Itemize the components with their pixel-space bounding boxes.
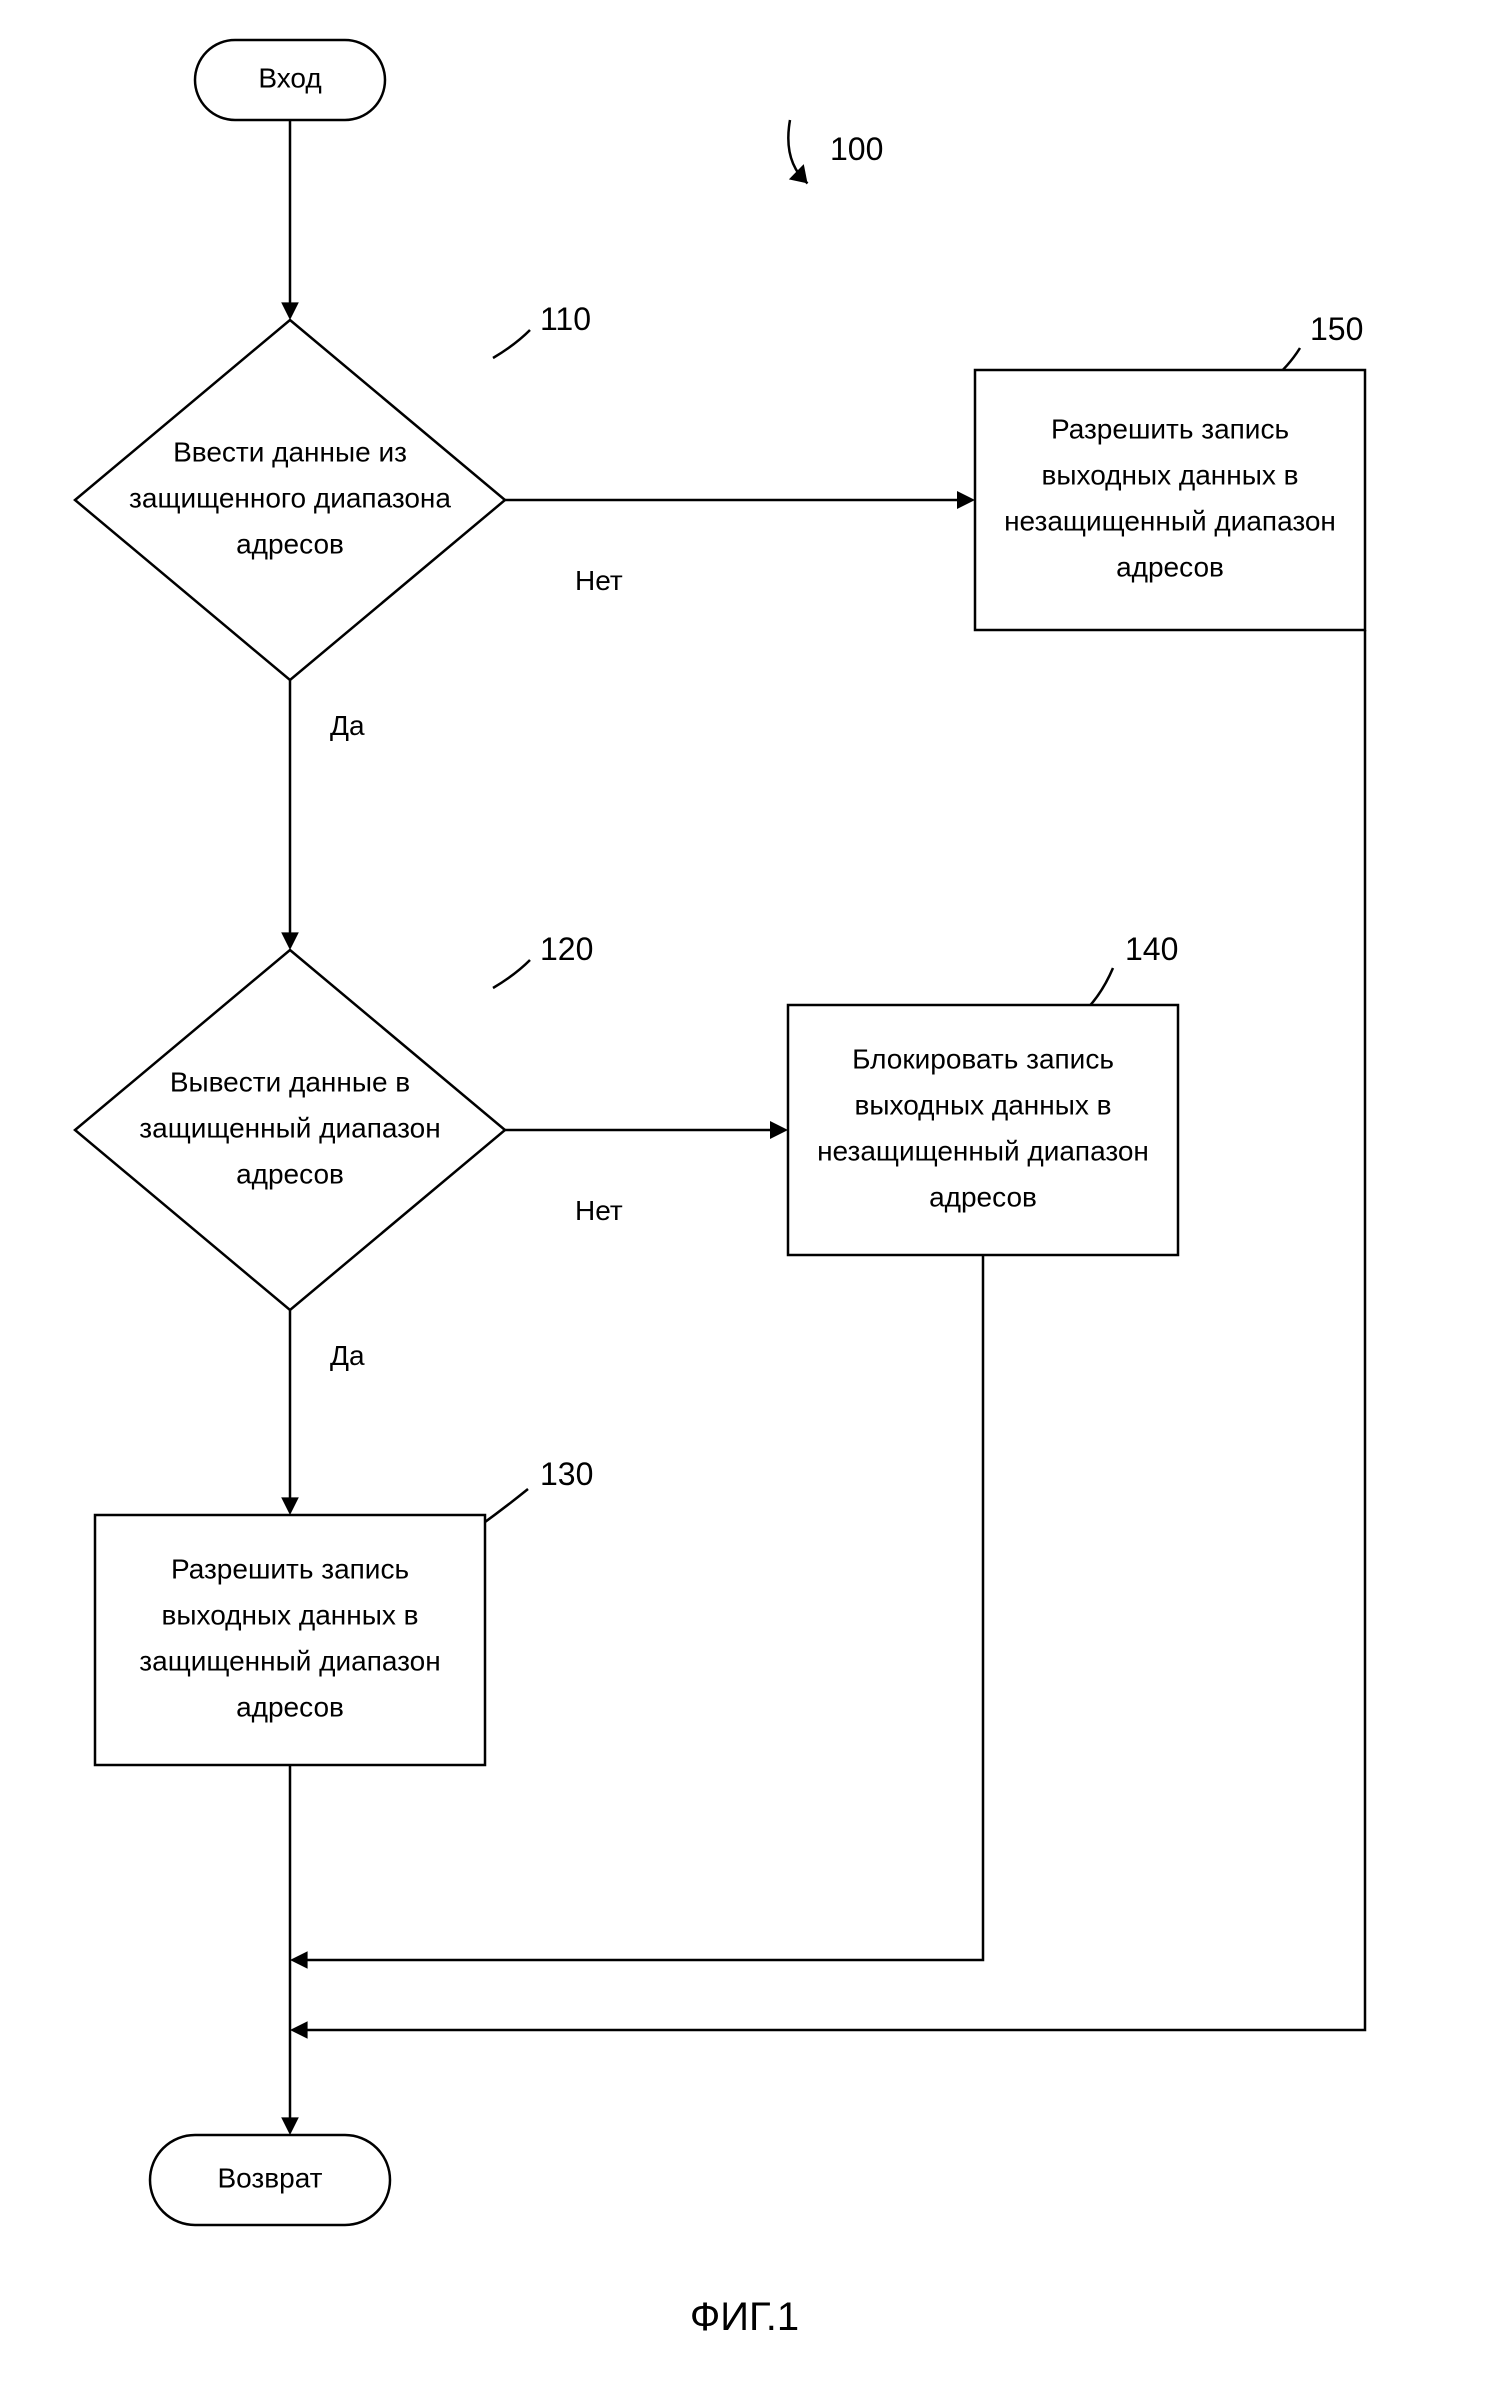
node-text: Возврат — [218, 2162, 323, 2193]
node-text: адресов — [1116, 551, 1224, 582]
node-text: Вход — [258, 62, 321, 93]
ref-100: 100 — [830, 131, 883, 167]
edge-label-d120_no: Нет — [575, 1195, 623, 1226]
node-text: выходных данных в — [162, 1599, 419, 1630]
node-text: адресов — [236, 1158, 344, 1189]
node-p140: Блокировать запись выходных данных в незащ… — [788, 1005, 1178, 1255]
edge-label-d110_yes: Да — [330, 710, 365, 741]
node-text: Разрешить запись — [171, 1553, 409, 1584]
node-start: Вход — [195, 40, 385, 120]
node-text: Блокировать запись — [852, 1043, 1114, 1074]
edge-label-d120_yes: Да — [330, 1340, 365, 1371]
node-text: Вывести данные в — [170, 1066, 410, 1097]
node-d120: Вывести данные в защищенный диапазон адрес… — [75, 950, 505, 1310]
node-text: выходных данных в — [855, 1089, 1112, 1120]
ref-130: 130 — [540, 1456, 593, 1492]
node-d110: Ввести данные из защищенного диапазона адр… — [75, 320, 505, 680]
ref-110: 110 — [540, 301, 591, 337]
node-text: незащищенный диапазон — [817, 1135, 1149, 1166]
node-text: защищенного диапазона — [129, 482, 451, 513]
edge-label-d110_no: Нет — [575, 565, 623, 596]
node-text: адресов — [929, 1181, 1037, 1212]
node-p150: Разрешить запись выходных данных в незащищ… — [975, 370, 1365, 630]
figure-caption: ФИГ.1 — [690, 2295, 799, 2339]
node-text: Разрешить запись — [1051, 413, 1289, 444]
node-text: адресов — [236, 528, 344, 559]
node-text: защищенный диапазон — [139, 1645, 440, 1676]
node-text: Ввести данные из — [173, 436, 407, 467]
node-p130: Разрешить запись выходных данных в защищен… — [95, 1515, 485, 1765]
ref-120: 120 — [540, 931, 593, 967]
node-text: выходных данных в — [1042, 459, 1299, 490]
node-end: Возврат — [150, 2135, 390, 2225]
ref-150: 150 — [1310, 311, 1363, 347]
node-text: адресов — [236, 1691, 344, 1722]
node-text: защищенный диапазон — [139, 1112, 440, 1143]
ref-140: 140 — [1125, 931, 1178, 967]
node-text: незащищенный диапазон — [1004, 505, 1336, 536]
